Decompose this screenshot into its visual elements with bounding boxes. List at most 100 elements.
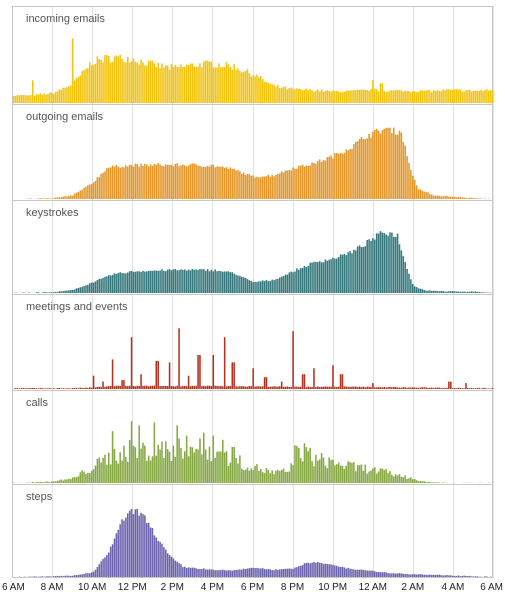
keystrokes-bar bbox=[305, 267, 308, 293]
outgoing-bar bbox=[111, 165, 114, 199]
keystrokes-bar bbox=[111, 274, 114, 293]
meetings-bar bbox=[187, 375, 190, 389]
calls-bar bbox=[353, 462, 355, 483]
incoming-bar bbox=[488, 90, 490, 103]
calls-bar bbox=[260, 469, 262, 483]
meetings-bar bbox=[290, 386, 292, 389]
outgoing-bar bbox=[385, 127, 387, 199]
meetings-bar bbox=[250, 386, 253, 389]
keystrokes-bar bbox=[100, 278, 102, 293]
incoming-bar bbox=[225, 61, 228, 103]
steps-bar bbox=[320, 563, 323, 577]
calls-bar bbox=[269, 473, 272, 483]
incoming-bar bbox=[381, 83, 384, 103]
incoming-bar bbox=[248, 73, 251, 103]
outgoing-bar bbox=[351, 148, 353, 199]
incoming-bar bbox=[271, 84, 273, 103]
steps-bar bbox=[379, 572, 382, 577]
keystrokes-bar bbox=[423, 289, 425, 293]
meetings-bar bbox=[337, 386, 340, 389]
calls-bar bbox=[146, 460, 148, 483]
meetings-bar bbox=[184, 386, 186, 389]
keystrokes-bar bbox=[73, 289, 76, 293]
calls-bar bbox=[305, 447, 308, 483]
calls-bar bbox=[130, 421, 133, 483]
keystrokes-bar bbox=[349, 250, 351, 293]
keystrokes-bar bbox=[195, 269, 197, 293]
incoming-bar bbox=[77, 77, 80, 103]
meetings-bar bbox=[486, 388, 488, 389]
calls-bar bbox=[140, 448, 142, 483]
steps-bar bbox=[155, 537, 158, 577]
meetings-bar bbox=[389, 386, 391, 389]
keystrokes-bar bbox=[166, 269, 169, 293]
meetings-bar bbox=[35, 388, 38, 389]
steps-bar bbox=[89, 573, 91, 577]
keystrokes-bar bbox=[68, 290, 70, 293]
calls-bar bbox=[385, 469, 387, 483]
outgoing-bar bbox=[453, 196, 456, 199]
outgoing-bar bbox=[119, 167, 121, 199]
meetings-bar bbox=[282, 386, 285, 389]
outgoing-bar bbox=[463, 197, 465, 199]
outgoing-bar bbox=[235, 170, 237, 199]
calls-bar bbox=[265, 468, 268, 483]
meetings-bar bbox=[465, 383, 467, 389]
incoming-bar bbox=[434, 91, 437, 103]
calls-bar bbox=[45, 481, 47, 483]
keystrokes-bar bbox=[347, 252, 349, 293]
calls-bar bbox=[239, 455, 241, 483]
outgoing-bar bbox=[246, 173, 249, 199]
calls-bar bbox=[242, 470, 245, 483]
calls-bar bbox=[73, 477, 76, 483]
steps-bar bbox=[442, 575, 444, 577]
steps-bar bbox=[136, 508, 139, 577]
outgoing-bar bbox=[478, 198, 481, 199]
meetings-bar bbox=[298, 386, 300, 389]
steps-bar bbox=[389, 573, 391, 577]
meetings-bar bbox=[372, 383, 374, 389]
incoming-bar bbox=[480, 89, 482, 103]
meetings-bar bbox=[79, 387, 82, 389]
outgoing-bar bbox=[49, 198, 51, 199]
incoming-bar bbox=[75, 78, 78, 103]
steps-bar bbox=[356, 569, 359, 577]
keystrokes-bar bbox=[98, 278, 101, 293]
steps-bar bbox=[286, 568, 289, 577]
steps-bar bbox=[73, 575, 76, 577]
keystrokes-bar bbox=[191, 268, 194, 293]
outgoing-bar bbox=[121, 167, 123, 199]
incoming-bar bbox=[168, 69, 171, 103]
steps-bar bbox=[448, 575, 450, 577]
outgoing-bar bbox=[199, 165, 201, 199]
outgoing-bar bbox=[275, 174, 277, 199]
calls-bar bbox=[127, 461, 129, 483]
steps-bar bbox=[440, 575, 443, 577]
steps-bar bbox=[280, 569, 283, 577]
calls-bar bbox=[337, 462, 340, 483]
calls-bar bbox=[326, 468, 329, 483]
keystrokes-bar bbox=[315, 261, 317, 293]
incoming-bar bbox=[144, 65, 146, 103]
keystrokes-bar bbox=[334, 258, 336, 293]
incoming-bar bbox=[486, 89, 488, 103]
calls-bar bbox=[410, 477, 412, 483]
incoming-bars bbox=[13, 38, 494, 103]
keystrokes-bar bbox=[206, 269, 209, 293]
calls-bar bbox=[208, 446, 211, 483]
calls-bar bbox=[296, 445, 298, 483]
meetings-bar bbox=[296, 386, 298, 389]
meetings-bar bbox=[30, 387, 32, 389]
incoming-bar bbox=[299, 89, 302, 103]
calls-bar bbox=[432, 482, 435, 483]
outgoing-bar bbox=[366, 138, 368, 199]
outgoing-bar bbox=[153, 163, 156, 199]
incoming-bar bbox=[189, 63, 192, 103]
incoming-bar bbox=[286, 89, 289, 103]
steps-bar bbox=[457, 575, 460, 577]
incoming-bar bbox=[455, 89, 458, 103]
incoming-bar bbox=[267, 82, 270, 103]
incoming-bar bbox=[100, 59, 102, 103]
steps-bar bbox=[358, 569, 361, 577]
panel-title-incoming: incoming emails bbox=[26, 13, 105, 25]
